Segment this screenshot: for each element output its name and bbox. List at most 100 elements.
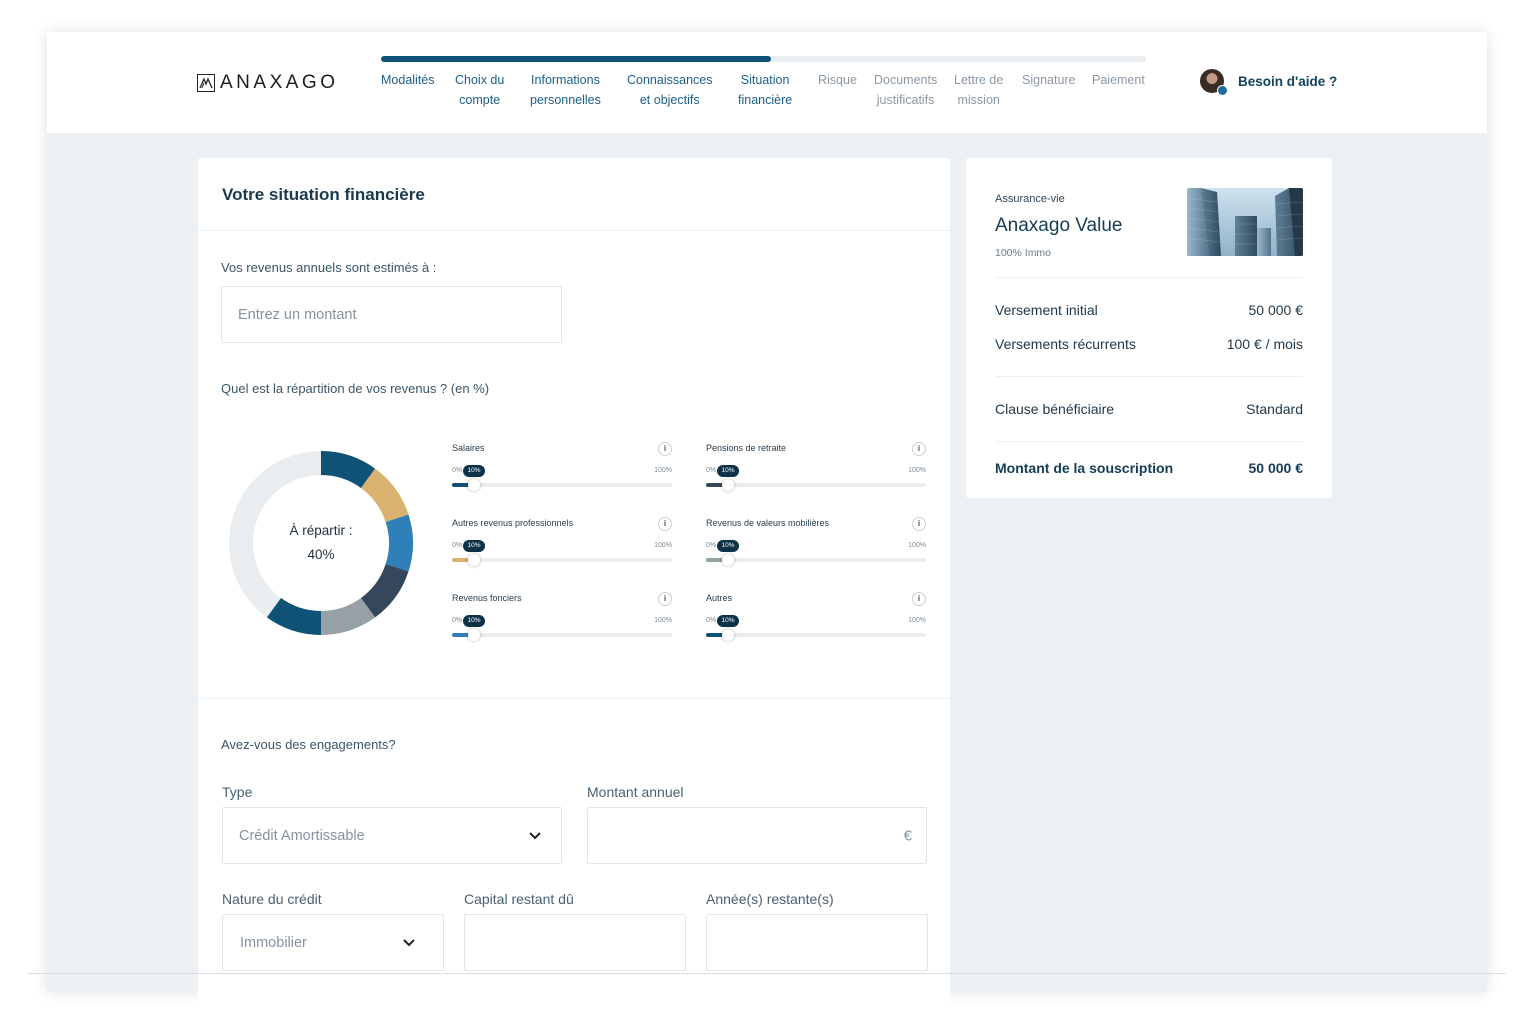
type-select[interactable]: Crédit Amortissable bbox=[222, 807, 562, 864]
slider-4: Revenus de valeurs mobilières i 0% 100% 10% bbox=[706, 517, 926, 570]
credit-nature-select[interactable]: Immobilier bbox=[222, 914, 444, 971]
clause-value: Standard bbox=[1246, 401, 1303, 417]
donut-center: À répartir : 40% bbox=[228, 450, 414, 636]
step-label-line2: financière bbox=[738, 93, 793, 107]
slider-max: 100% bbox=[654, 542, 672, 549]
capital-input[interactable] bbox=[464, 914, 686, 971]
slider-fill bbox=[452, 558, 474, 562]
info-icon[interactable]: i bbox=[912, 442, 926, 456]
slider-value-bubble: 10% bbox=[463, 465, 485, 477]
step-3[interactable]: Connaissances et objectifs bbox=[627, 70, 712, 110]
product-image bbox=[1187, 188, 1303, 256]
step-8[interactable]: Signature bbox=[1022, 70, 1076, 90]
step-4[interactable]: Situation financière bbox=[738, 70, 792, 110]
slider-fill bbox=[706, 558, 728, 562]
step-label: Lettre de bbox=[954, 73, 1004, 87]
slider-name: Salaires bbox=[452, 443, 485, 453]
slider-value-bubble: 10% bbox=[717, 465, 739, 477]
step-label: Informations bbox=[531, 73, 600, 87]
slider-handle[interactable] bbox=[722, 479, 734, 491]
step-1[interactable]: Choix du compte bbox=[455, 70, 504, 110]
summary-row-label: Versement initial bbox=[995, 302, 1098, 318]
product-category: Assurance-vie bbox=[995, 193, 1065, 205]
slider-min: 0% bbox=[452, 542, 463, 549]
slider-value-bubble: 10% bbox=[463, 615, 485, 627]
logo[interactable]: ANAXAGO bbox=[197, 72, 338, 94]
slider-handle[interactable] bbox=[468, 554, 480, 566]
clause-label: Clause bénéficiaire bbox=[995, 401, 1115, 417]
step-0[interactable]: Modalités bbox=[381, 70, 435, 90]
page-bottom-line bbox=[28, 973, 1506, 974]
slider-track[interactable] bbox=[452, 554, 672, 566]
divider bbox=[995, 277, 1303, 278]
step-2[interactable]: Informations personnelles bbox=[530, 70, 601, 110]
step-6[interactable]: Documents justificatifs bbox=[874, 70, 937, 110]
slider-value-bubble: 10% bbox=[717, 615, 739, 627]
step-label-line2: personnelles bbox=[530, 93, 601, 107]
step-label: Situation bbox=[740, 73, 790, 87]
slider-min: 0% bbox=[452, 467, 463, 474]
slider-handle[interactable] bbox=[722, 554, 734, 566]
summary-row: Versement initial 50 000 € bbox=[995, 302, 1303, 318]
total-label: Montant de la souscription bbox=[995, 460, 1174, 476]
slider-0: Salaires i 0% 100% 10% bbox=[452, 442, 672, 495]
step-label: Paiement bbox=[1092, 73, 1145, 87]
slider-handle[interactable] bbox=[468, 479, 480, 491]
income-placeholder: Entrez un montant bbox=[238, 306, 357, 323]
split-label: Quel est la répartition de vos revenus ?… bbox=[221, 381, 490, 396]
donut-segment-1 bbox=[360, 468, 409, 523]
info-icon[interactable]: i bbox=[912, 517, 926, 531]
step-label-line2: justificatifs bbox=[876, 93, 935, 107]
slider-handle[interactable] bbox=[722, 629, 734, 641]
slider-track[interactable] bbox=[706, 554, 926, 566]
step-label-line2: mission bbox=[957, 93, 1000, 107]
clause-row: Clause bénéficiaire Standard bbox=[995, 401, 1303, 417]
slider-track[interactable] bbox=[706, 479, 926, 491]
annual-amount-label: Montant annuel bbox=[587, 784, 684, 800]
slider-track[interactable] bbox=[452, 479, 672, 491]
slider-handle[interactable] bbox=[468, 629, 480, 641]
slider-track[interactable] bbox=[706, 629, 926, 641]
step-label-line2: compte bbox=[459, 93, 501, 107]
info-icon[interactable]: i bbox=[658, 442, 672, 456]
step-7[interactable]: Lettre de mission bbox=[954, 70, 1003, 110]
step-9[interactable]: Paiement bbox=[1092, 70, 1145, 90]
chevron-down-icon bbox=[529, 831, 541, 839]
step-label: Connaissances bbox=[627, 73, 713, 87]
donut-segment-3 bbox=[360, 563, 409, 618]
type-label: Type bbox=[222, 784, 253, 800]
help-label: Besoin d'aide ? bbox=[1238, 73, 1338, 89]
divider bbox=[198, 698, 950, 699]
slider-max: 100% bbox=[908, 467, 926, 474]
step-label-line2: et objectifs bbox=[639, 93, 700, 107]
income-label: Vos revenus annuels sont estimés à : bbox=[221, 260, 437, 275]
info-icon[interactable]: i bbox=[912, 592, 926, 606]
app-window: ANAXAGO Modalités Choix du compte Informati… bbox=[47, 32, 1487, 1018]
divider bbox=[995, 441, 1303, 442]
slider-1: Autres revenus professionnels i 0% 100% 10% bbox=[452, 517, 672, 570]
info-icon[interactable]: i bbox=[658, 592, 672, 606]
slider-max: 100% bbox=[654, 617, 672, 624]
slider-fill bbox=[706, 483, 728, 487]
type-value: Crédit Amortissable bbox=[239, 827, 365, 844]
summary-row: Versements récurrents 100 € / mois bbox=[995, 336, 1303, 352]
summary-row-value: 100 € / mois bbox=[1226, 336, 1303, 352]
capital-label: Capital restant dû bbox=[464, 891, 574, 907]
step-5[interactable]: Risque bbox=[818, 70, 857, 90]
years-input[interactable] bbox=[706, 914, 928, 971]
slider-value-bubble: 10% bbox=[717, 540, 739, 552]
help-link[interactable]: Besoin d'aide ? bbox=[1200, 69, 1338, 96]
info-icon[interactable]: i bbox=[658, 517, 672, 531]
slider-track[interactable] bbox=[452, 629, 672, 641]
page-title: Votre situation financière bbox=[222, 185, 425, 204]
step-label: Risque bbox=[818, 73, 857, 87]
slider-min: 0% bbox=[706, 617, 717, 624]
summary-row-value: 50 000 € bbox=[1248, 302, 1304, 318]
income-input[interactable]: Entrez un montant bbox=[221, 286, 562, 343]
financial-situation-card: Votre situation financière Vos revenus a… bbox=[198, 158, 950, 1018]
annual-amount-input[interactable]: € bbox=[587, 807, 927, 864]
commitments-label: Avez-vous des engagements? bbox=[221, 737, 396, 752]
step-label: Documents bbox=[874, 73, 938, 87]
credit-nature-value: Immobilier bbox=[240, 934, 307, 951]
logo-mark-icon bbox=[197, 74, 215, 92]
